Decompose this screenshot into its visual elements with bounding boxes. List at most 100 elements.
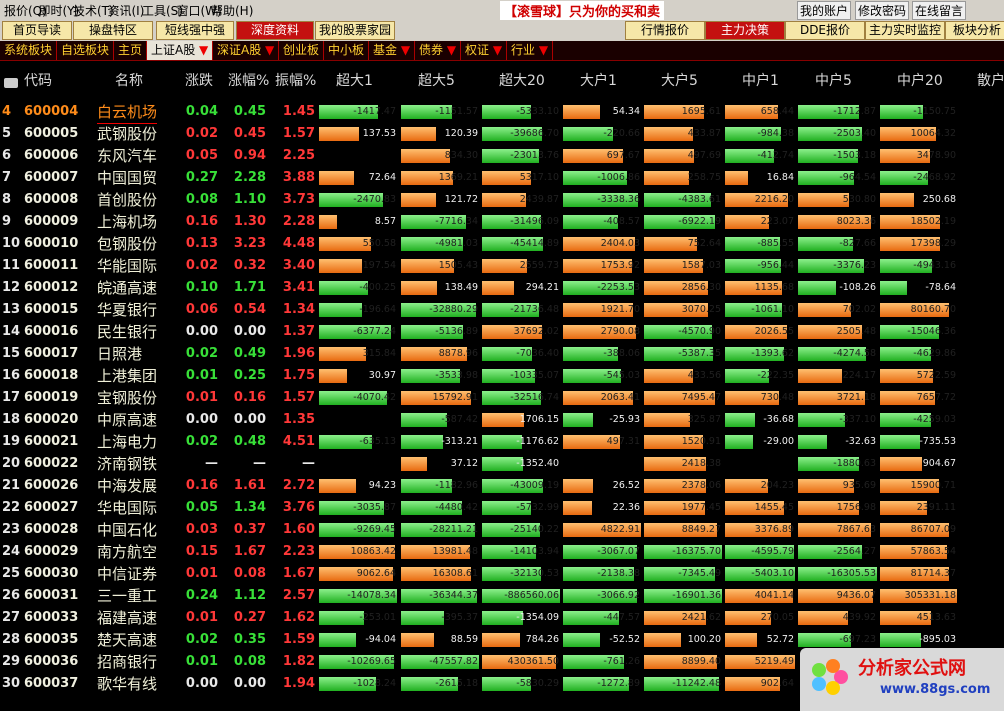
menu-item[interactable]: 工具(S) — [142, 4, 183, 18]
stock-code[interactable]: 600028 — [24, 522, 79, 537]
column-header[interactable]: 中户5 — [815, 73, 852, 89]
tab[interactable]: 基金 ▼ — [369, 41, 416, 60]
toolbar-button[interactable]: 行情报价 — [625, 21, 705, 40]
stock-code[interactable]: 600030 — [24, 566, 79, 581]
toolbar-button[interactable]: 深度资料 — [236, 21, 314, 40]
column-header[interactable]: 振幅% — [275, 73, 317, 89]
stock-name[interactable]: 中国国贸 — [97, 169, 158, 187]
column-header[interactable]: 超大1 — [336, 73, 373, 89]
menu-item[interactable]: 技术(T) — [73, 4, 114, 18]
stock-name[interactable]: 华电国际 — [97, 499, 158, 517]
stock-name[interactable]: 宝钢股份 — [97, 389, 158, 407]
menu-item[interactable]: 报价(Q) — [4, 4, 47, 18]
stock-name[interactable]: 日照港 — [97, 345, 143, 363]
toolbar-button[interactable]: DDE报价 — [785, 21, 865, 40]
stock-name[interactable]: 招商银行 — [97, 653, 158, 671]
stock-name[interactable]: 南方航空 — [97, 543, 158, 561]
stock-code[interactable]: 600008 — [24, 192, 79, 207]
stock-code[interactable]: 600033 — [24, 610, 79, 625]
column-header[interactable]: 涨跌 — [185, 73, 213, 89]
stock-name[interactable]: 福建高速 — [97, 609, 158, 627]
stock-name[interactable]: 武钢股份 — [97, 125, 158, 143]
tab[interactable]: 深证A股 ▼ — [213, 41, 280, 60]
stock-code[interactable]: 600021 — [24, 434, 79, 449]
stock-code[interactable]: 600006 — [24, 148, 79, 163]
stock-name[interactable]: 包钢股份 — [97, 235, 158, 253]
stock-code[interactable]: 600027 — [24, 500, 79, 515]
stock-code[interactable]: 600010 — [24, 236, 79, 251]
toolbar-button[interactable]: 短线强中强 — [156, 21, 234, 40]
stock-code[interactable]: 600036 — [24, 654, 79, 669]
stock-name[interactable]: 上海电力 — [97, 433, 158, 451]
column-header[interactable]: 涨幅% — [228, 73, 270, 89]
stock-code[interactable]: 600017 — [24, 346, 79, 361]
stock-code[interactable]: 600016 — [24, 324, 79, 339]
stock-code[interactable]: 600020 — [24, 412, 79, 427]
tab[interactable]: 上证A股 ▼ — [147, 41, 214, 60]
tab[interactable]: 权证 ▼ — [461, 41, 508, 60]
stock-name[interactable]: 中原高速 — [97, 411, 158, 429]
column-header[interactable]: 散户 — [977, 73, 1004, 89]
stock-name[interactable]: 东风汽车 — [97, 147, 158, 165]
stock-name[interactable]: 三一重工 — [97, 587, 158, 605]
toolbar-button[interactable]: 主力决策 — [705, 21, 785, 40]
stock-name[interactable]: 民生银行 — [97, 323, 158, 341]
stock-name[interactable]: 中信证券 — [97, 565, 158, 583]
stock-code[interactable]: 600015 — [24, 302, 79, 317]
column-header[interactable]: 超大20 — [499, 73, 545, 89]
stock-name[interactable]: 华夏银行 — [97, 301, 158, 319]
stock-name[interactable]: 济南钢铁 — [97, 455, 158, 473]
column-header[interactable]: 中户1 — [742, 73, 779, 89]
stock-code[interactable]: 600029 — [24, 544, 79, 559]
toolbar-button[interactable]: 主力实时监控 — [865, 21, 945, 40]
column-header[interactable]: 中户20 — [897, 73, 943, 89]
toolbar-button[interactable]: 板块分析 — [945, 21, 1004, 40]
stock-name[interactable]: 楚天高速 — [97, 631, 158, 649]
stock-code[interactable]: 600012 — [24, 280, 79, 295]
column-header[interactable]: 超大5 — [418, 73, 455, 89]
stock-code[interactable]: 600022 — [24, 456, 79, 471]
stock-name[interactable]: 上海机场 — [97, 213, 158, 231]
change-pct: 1.10 — [233, 192, 266, 207]
account-link[interactable]: 修改密码 — [855, 1, 910, 20]
stock-code[interactable]: 600005 — [24, 126, 79, 141]
stock-code[interactable]: 600009 — [24, 214, 79, 229]
menu-item[interactable]: 即时(Y) — [38, 4, 80, 18]
toolbar-button[interactable]: 我的股票家园 — [315, 21, 395, 40]
tab[interactable]: 行业 ▼ — [507, 41, 554, 60]
stock-code[interactable]: 600035 — [24, 632, 79, 647]
stock-name[interactable]: 皖通高速 — [97, 279, 158, 297]
toolbar-button[interactable]: 首页导读 — [2, 21, 72, 40]
stock-code[interactable]: 600007 — [24, 170, 79, 185]
stock-name[interactable]: 上港集团 — [97, 367, 158, 385]
menu-item[interactable]: 帮助(H) — [211, 4, 254, 18]
tab[interactable]: 创业板 — [279, 41, 325, 60]
account-link[interactable]: 在线留言 — [912, 1, 967, 20]
tab[interactable]: 债券 ▼ — [415, 41, 462, 60]
tab[interactable]: 自选板块 — [57, 41, 115, 60]
stock-name[interactable]: 首创股份 — [97, 191, 158, 209]
column-header[interactable]: 名称 — [115, 73, 143, 89]
account-link[interactable]: 我的账户 — [797, 1, 852, 20]
stock-name[interactable]: 华能国际 — [97, 257, 158, 275]
stock-code[interactable]: 600026 — [24, 478, 79, 493]
column-header[interactable]: 大户5 — [661, 73, 698, 89]
menu-item[interactable]: 资讯(I) — [107, 4, 145, 18]
stock-code[interactable]: 600037 — [24, 676, 79, 691]
toolbar-button[interactable]: 操盘特区 — [73, 21, 153, 40]
stock-name[interactable]: 歌华有线 — [97, 675, 158, 693]
tab[interactable]: 系统板块 — [0, 41, 58, 60]
tab[interactable]: 主页 — [114, 41, 148, 60]
column-header[interactable]: 代码 — [24, 73, 52, 89]
stock-code[interactable]: 600018 — [24, 368, 79, 383]
column-header[interactable]: 大户1 — [580, 73, 617, 89]
stock-name[interactable]: 白云机场 — [97, 101, 158, 124]
stock-name[interactable]: 中国石化 — [97, 521, 158, 539]
stock-code[interactable]: 600011 — [24, 258, 79, 273]
menu-item[interactable]: 窗口(W) — [176, 4, 222, 18]
stock-code[interactable]: 600019 — [24, 390, 79, 405]
stock-code[interactable]: 600031 — [24, 588, 79, 603]
stock-name[interactable]: 中海发展 — [97, 477, 158, 495]
tab[interactable]: 中小板 — [324, 41, 370, 60]
stock-code[interactable]: 600004 — [24, 104, 79, 119]
